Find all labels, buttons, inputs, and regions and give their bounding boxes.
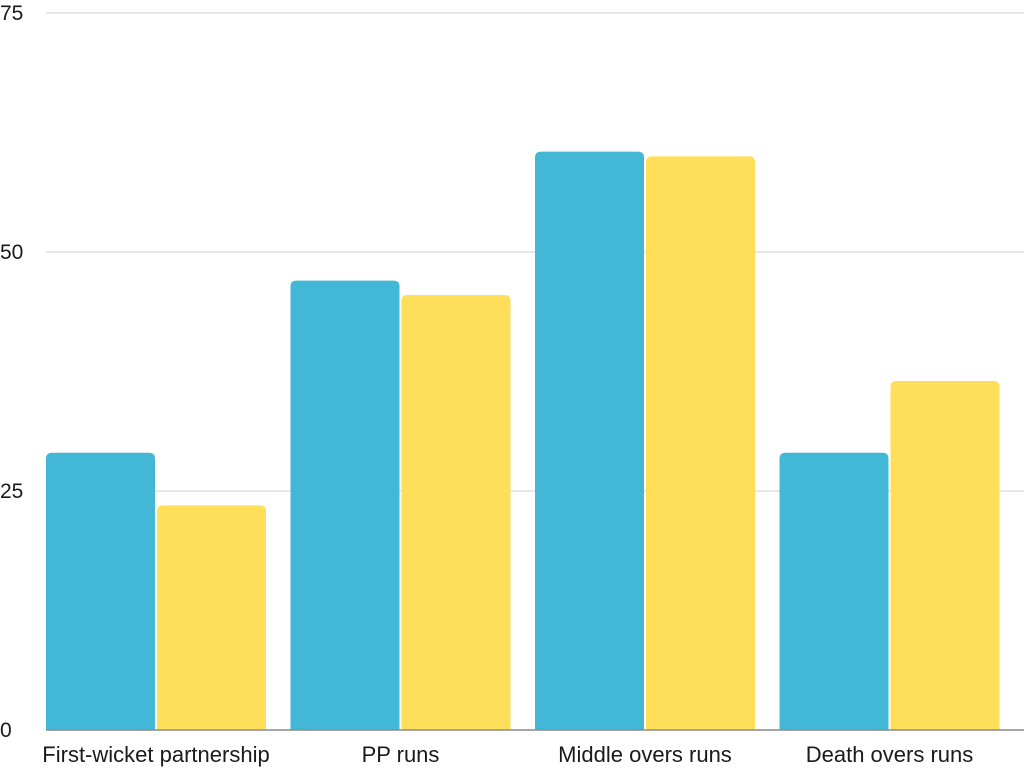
bar-series2-0	[157, 505, 266, 730]
x-category-label: First-wicket partnership	[42, 742, 269, 767]
y-axis-ticks: 0 25 50 75	[0, 2, 23, 742]
bar-series2-1	[401, 295, 511, 730]
y-tick-label: 0	[0, 719, 12, 742]
bar-series2-2	[646, 156, 755, 730]
y-tick-label: 50	[0, 241, 23, 264]
bar-series1-3	[779, 452, 889, 730]
y-tick-label: 75	[0, 2, 23, 25]
bar-series1-1	[290, 280, 400, 730]
bar-series2-3	[890, 381, 1000, 730]
bars	[46, 151, 1000, 730]
bar-series1-2	[535, 151, 644, 730]
x-category-label: Middle overs runs	[558, 742, 732, 767]
y-tick-label: 25	[0, 480, 23, 503]
bar-series1-0	[46, 452, 155, 730]
x-category-label: Death overs runs	[806, 742, 974, 767]
x-axis-categories: First-wicket partnership PP runs Middle ov…	[42, 742, 973, 767]
x-category-label: PP runs	[362, 742, 440, 767]
